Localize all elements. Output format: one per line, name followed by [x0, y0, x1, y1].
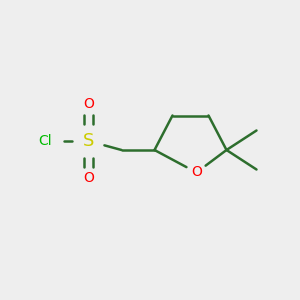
Text: O: O: [83, 172, 94, 185]
Text: Cl: Cl: [38, 134, 52, 148]
Text: O: O: [83, 97, 94, 110]
Text: O: O: [191, 166, 202, 179]
Text: S: S: [83, 132, 94, 150]
